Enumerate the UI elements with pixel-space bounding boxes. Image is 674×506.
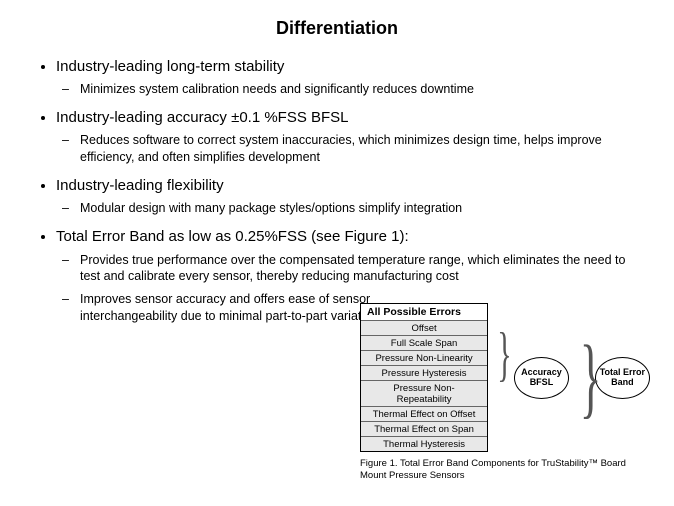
figure-body: All Possible Errors Offset Full Scale Sp… [360,303,650,452]
figure-1: All Possible Errors Offset Full Scale Sp… [360,303,650,482]
sub-item: Minimizes system calibration needs and s… [80,81,646,98]
sub-item: Provides true performance over the compe… [80,252,646,286]
slide: Differentiation Industry-leading long-te… [0,0,674,506]
errors-row: Thermal Effect on Span [361,421,487,436]
bullet-text: Industry-leading accuracy ±0.1 %FSS BFSL [56,109,349,126]
figure-caption: Figure 1. Total Error Band Components fo… [360,458,650,482]
slide-title: Differentiation [28,18,646,39]
bullet-item: Industry-leading accuracy ±0.1 %FSS BFSL… [56,108,646,166]
sub-list: Minimizes system calibration needs and s… [56,81,646,98]
errors-row: Pressure Non-Repeatability [361,380,487,406]
brace-icon [575,303,589,452]
sub-item: Improves sensor accuracy and offers ease… [80,291,380,325]
errors-row: Thermal Hysteresis [361,436,487,451]
errors-row: Pressure Non-Linearity [361,350,487,365]
sub-item: Modular design with many package styles/… [80,200,646,217]
errors-table: All Possible Errors Offset Full Scale Sp… [360,303,488,452]
errors-table-title: All Possible Errors [361,304,487,320]
bullet-list: Industry-leading long-term stability Min… [28,57,646,325]
bullet-text: Industry-leading long-term stability [56,58,284,75]
errors-row: Full Scale Span [361,335,487,350]
sub-item: Reduces software to correct system inacc… [80,132,646,166]
errors-row: Thermal Effect on Offset [361,406,487,421]
errors-row: Offset [361,320,487,335]
sub-list: Reduces software to correct system inacc… [56,132,646,166]
bullet-text: Industry-leading flexibility [56,177,224,194]
bullet-item: Industry-leading long-term stability Min… [56,57,646,98]
bullet-text: Total Error Band as low as 0.25%FSS (see… [56,228,409,245]
total-error-oval: Total Error Band [595,357,650,399]
sub-list: Modular design with many package styles/… [56,200,646,217]
errors-row: Pressure Hysteresis [361,365,487,380]
bullet-item: Industry-leading flexibility Modular des… [56,176,646,217]
accuracy-oval: Accuracy BFSL [514,357,569,399]
brace-icon [494,303,508,452]
